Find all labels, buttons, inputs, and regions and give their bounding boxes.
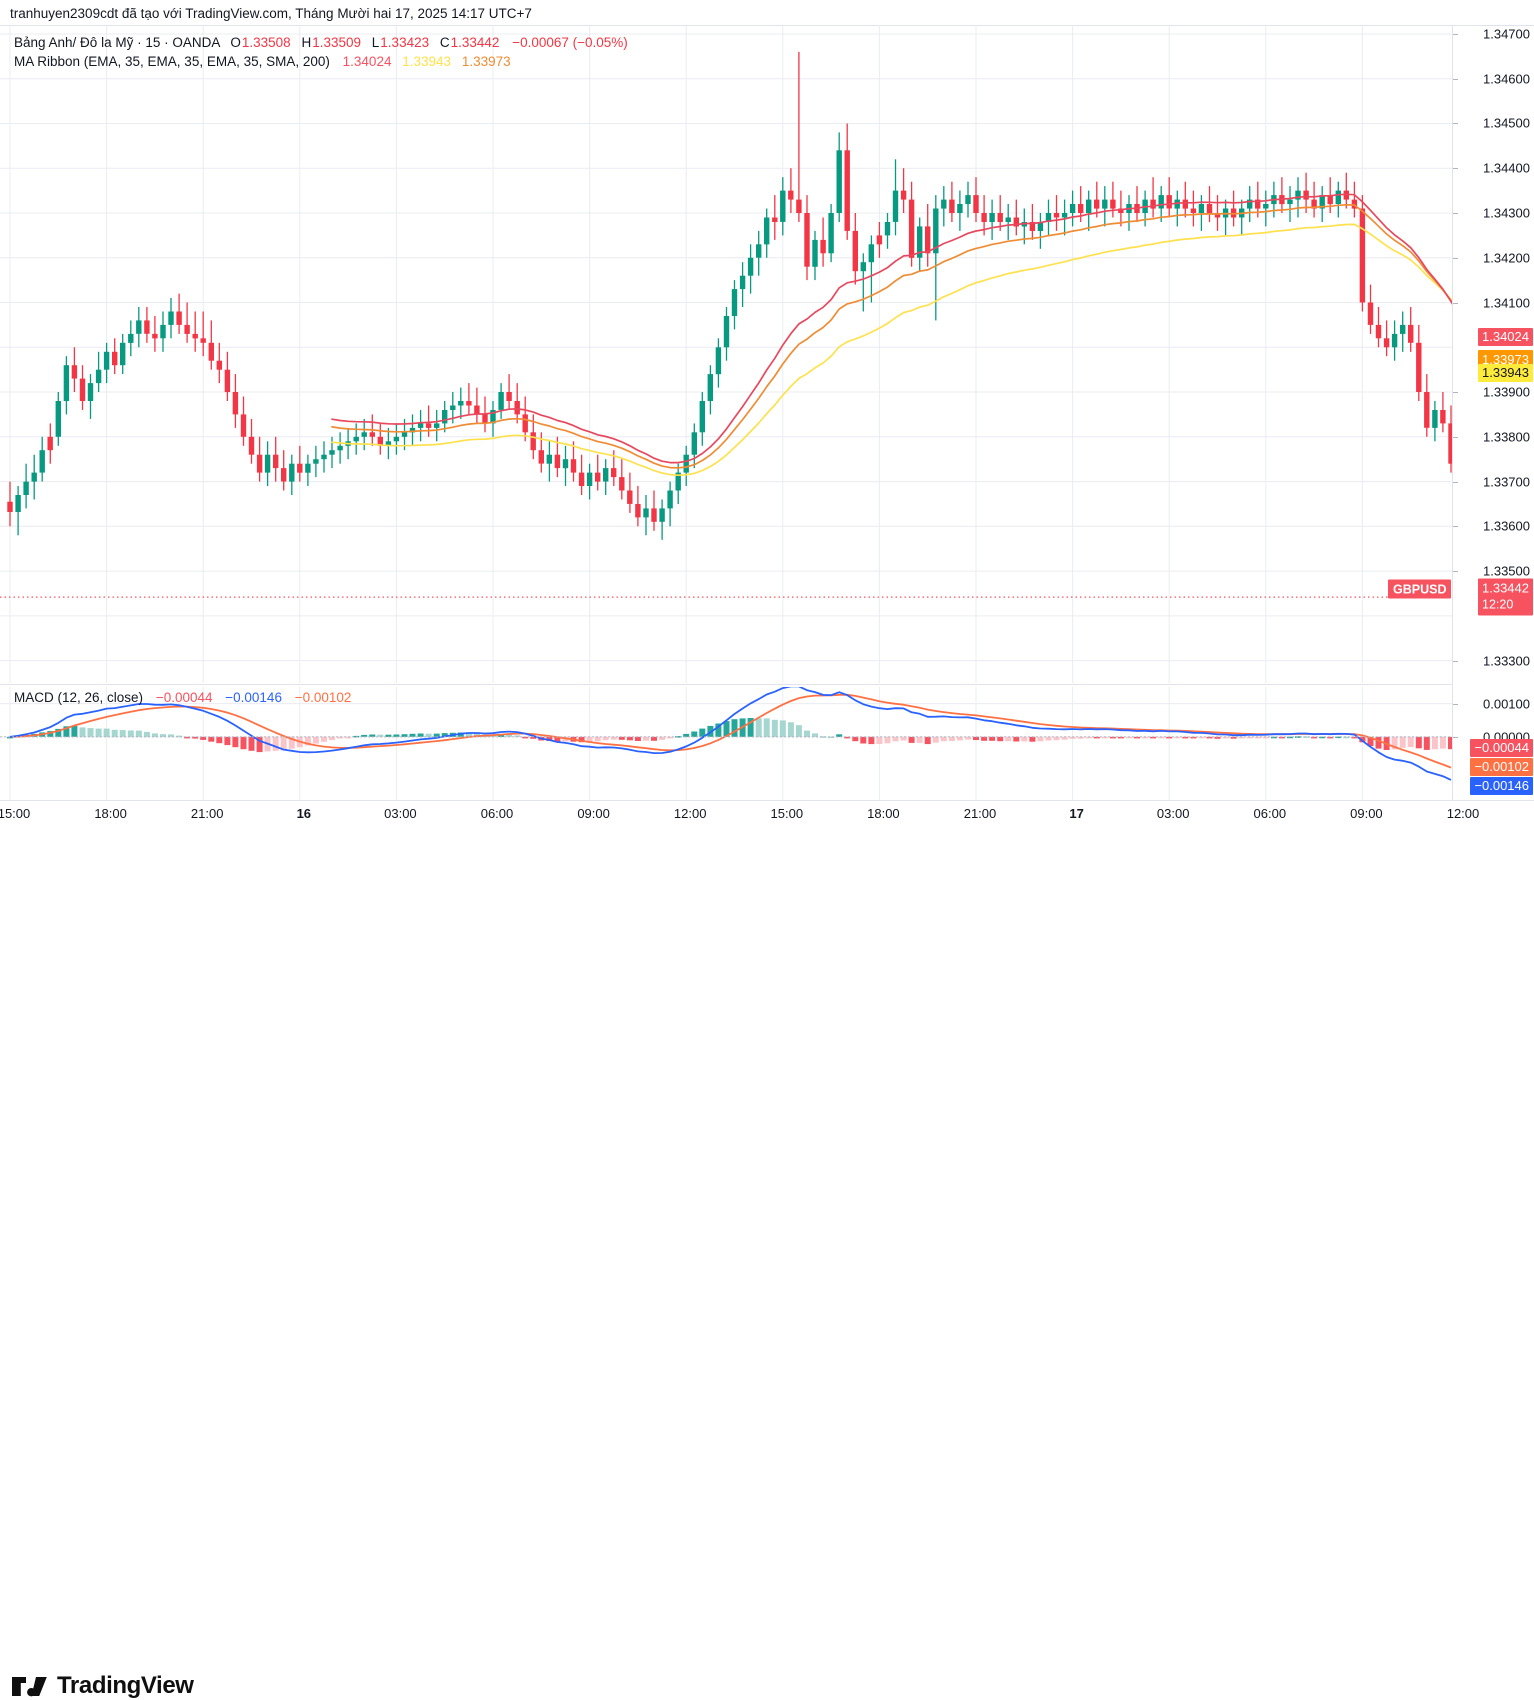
symbol-tag[interactable]: GBPUSD: [1388, 579, 1452, 599]
price-axis-tick: 1.34300: [1483, 205, 1530, 221]
price-axis-tickmark: [1453, 33, 1458, 35]
time-axis-tick: 09:00: [1350, 806, 1383, 821]
time-axis-tick: 21:00: [963, 806, 997, 821]
legend-close-value: 1.33442: [450, 35, 500, 50]
legend-open-label: O: [230, 35, 241, 50]
pane-divider: [0, 684, 1452, 685]
legend-ma-row[interactable]: MA Ribbon (EMA, 35, EMA, 35, EMA, 35, SM…: [14, 52, 628, 71]
legend-ma-value-2: 1.33943: [402, 54, 452, 69]
time-axis[interactable]: 15:00 18:00 21:00 16 03:00 06:00 09:00 12:00 15:…: [0, 801, 1534, 831]
attribution-text: tranhuyen2309cdt đã tạo với TradingView.…: [10, 6, 532, 21]
time-axis-tick: 15:00: [770, 806, 804, 821]
price-axis-tickmark: [1453, 392, 1458, 394]
macd-axis-tickmark: [1453, 703, 1458, 705]
time-axis-divider: [0, 800, 1534, 801]
tradingview-logo[interactable]: TradingView: [12, 1672, 194, 1700]
price-axis-tick: 1.33800: [1483, 429, 1530, 445]
time-axis-tick: 15:00: [0, 806, 31, 821]
time-axis-tick: 09:00: [577, 806, 610, 821]
price-axis-tick: 1.33600: [1483, 518, 1530, 534]
price-axis-tick: 1.33300: [1483, 653, 1530, 669]
macd-value-badge[interactable]: −0.00146: [1470, 776, 1533, 795]
price-axis-tickmark: [1453, 571, 1458, 573]
legend-ma-value-1: 1.34024: [342, 54, 392, 69]
macd-legend-macd: −0.00146: [225, 690, 282, 705]
time-axis-tick: 12:00: [1446, 806, 1480, 821]
legend-change: −0.00067 (−0.05%): [512, 35, 628, 50]
legend-high-value: 1.33509: [312, 35, 362, 50]
time-axis-tick: 06:00: [1253, 806, 1287, 821]
ma-price-badge[interactable]: 1.33943: [1478, 363, 1533, 382]
price-axis-tick: 1.33500: [1483, 563, 1530, 579]
price-axis[interactable]: 1.34700 1.34600 1.34500 1.34400 1.34300 1.342…: [1453, 25, 1534, 683]
price-axis-tickmark: [1453, 302, 1458, 304]
legend-low-label: L: [371, 35, 380, 50]
price-axis-tickmark: [1453, 123, 1458, 125]
legend-high-label: H: [301, 35, 312, 50]
time-axis-tick: 03:00: [1156, 806, 1190, 821]
chart-frame[interactable]: 1.34700 1.34600 1.34500 1.34400 1.34300 1.342…: [0, 25, 1534, 800]
price-axis-tick: 1.34400: [1483, 160, 1530, 176]
legend-low-value: 1.33423: [380, 35, 430, 50]
legend-open-value: 1.33508: [241, 35, 291, 50]
macd-value-badge[interactable]: −0.00102: [1470, 757, 1533, 776]
axis-divider: [1452, 25, 1453, 800]
price-chart-svg[interactable]: [0, 25, 1452, 683]
price-axis-tick: 1.33700: [1483, 474, 1530, 490]
ma-price-badge[interactable]: 1.34024: [1478, 327, 1533, 346]
tradingview-mark-icon: [12, 1676, 47, 1696]
legend-ma-value-3: 1.33973: [461, 54, 511, 69]
price-axis-tick: 1.34500: [1483, 115, 1530, 131]
price-axis-tickmark: [1453, 168, 1458, 170]
price-axis-tickmark: [1453, 78, 1458, 80]
time-axis-tick: 18:00: [94, 806, 127, 821]
price-axis-tickmark: [1453, 526, 1458, 528]
legend-close-label: C: [439, 35, 450, 50]
macd-legend-hist: −0.00044: [155, 690, 213, 705]
macd-legend-signal: −0.00102: [294, 690, 352, 705]
macd-chart-svg[interactable]: [0, 687, 1452, 800]
time-axis-tick: 18:00: [867, 806, 900, 821]
macd-pane[interactable]: [0, 687, 1452, 800]
price-axis-tick: 1.34600: [1483, 71, 1530, 87]
time-axis-tick: 17: [1069, 806, 1084, 821]
footer: TradingView: [0, 831, 1534, 1699]
chart-legend[interactable]: Bảng Anh/ Đô la Mỹ · 15 · OANDA O1.33508…: [14, 33, 628, 71]
legend-symbol[interactable]: Bảng Anh/ Đô la Mỹ · 15 · OANDA: [14, 35, 220, 50]
macd-legend[interactable]: MACD (12, 26, close) −0.00044 −0.00146 −…: [14, 690, 351, 705]
legend-ma-title[interactable]: MA Ribbon (EMA, 35, EMA, 35, EMA, 35, SM…: [14, 54, 330, 69]
price-axis-tickmark: [1453, 213, 1458, 214]
tradingview-wordmark: TradingView: [57, 1672, 194, 1699]
macd-legend-title[interactable]: MACD (12, 26, close): [14, 690, 144, 705]
time-axis-tick: 06:00: [480, 806, 514, 821]
time-axis-tick: 03:00: [384, 806, 417, 821]
current-price-badge[interactable]: 1.33442 12:20: [1478, 578, 1533, 616]
price-axis-tickmark: [1453, 660, 1458, 662]
current-price-time: 12:20: [1482, 597, 1514, 612]
current-price-value: 1.33442: [1482, 580, 1529, 596]
price-chart-pane[interactable]: [0, 25, 1452, 683]
time-axis-tick: 16: [296, 806, 312, 821]
macd-axis-tick: 0.00100: [1483, 696, 1530, 712]
price-axis-tickmark: [1453, 257, 1458, 259]
price-axis-tick: 1.34200: [1483, 250, 1530, 266]
time-axis-tick: 21:00: [190, 806, 224, 821]
legend-symbol-row[interactable]: Bảng Anh/ Đô la Mỹ · 15 · OANDA O1.33508…: [14, 33, 628, 52]
macd-axis-tickmark: [1453, 736, 1458, 738]
price-axis-tick: 1.34700: [1483, 26, 1530, 42]
price-axis-tick: 1.33900: [1483, 384, 1530, 400]
price-axis-tickmark: [1453, 436, 1458, 438]
macd-axis[interactable]: 0.00100 0.00000 −0.00044 −0.00102 −0.00146: [1453, 687, 1534, 800]
macd-value-badge[interactable]: −0.00044: [1470, 738, 1533, 757]
header-divider: [0, 25, 1534, 26]
price-axis-tickmark: [1453, 481, 1458, 483]
price-axis-tick: 1.34100: [1483, 295, 1530, 311]
time-axis-tick: 12:00: [673, 806, 707, 821]
